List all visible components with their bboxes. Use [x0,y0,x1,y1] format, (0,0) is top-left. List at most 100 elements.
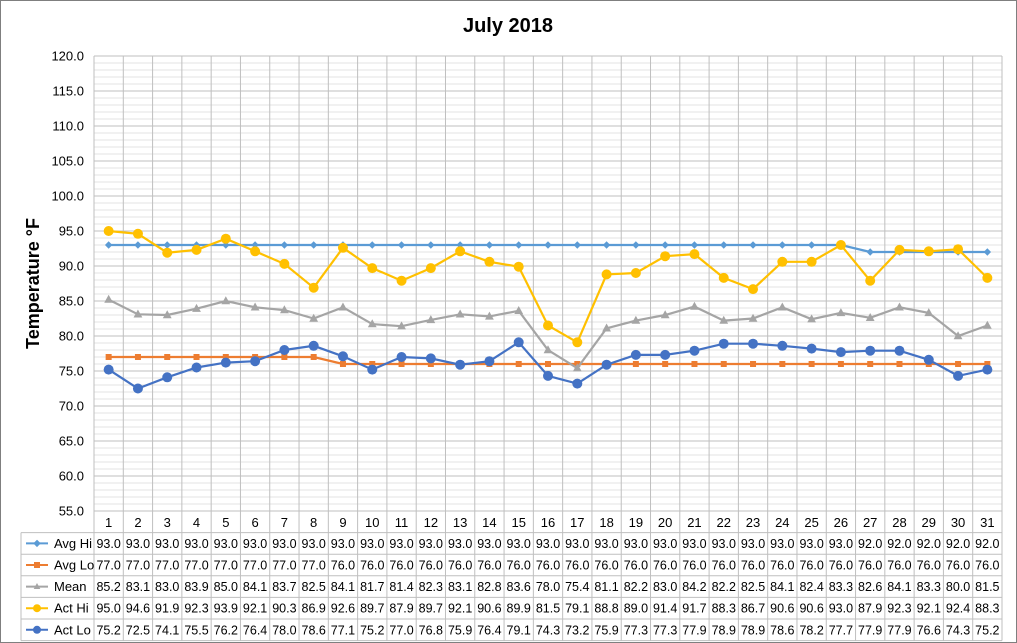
x-tick-label: 11 [395,515,409,530]
data-point [632,361,639,367]
legend-key-marker [33,604,41,613]
data-point [425,353,436,364]
x-tick-label: 24 [775,515,789,530]
data-point [894,345,905,356]
data-point [660,349,671,360]
data-table-cell: 77.0 [96,559,120,573]
data-table-cell: 76.0 [946,559,970,573]
data-table-cell: 82.2 [624,580,648,594]
data-table-cell: 76.0 [536,559,560,573]
x-tick-label: 9 [339,515,346,530]
data-table-cell: 91.7 [682,602,706,616]
data-table-cell: 76.0 [507,559,531,573]
data-table-cell: 93.0 [155,537,179,551]
x-tick-label: 31 [980,515,994,530]
data-point [132,383,143,394]
data-point [515,241,523,249]
data-point [808,361,815,367]
data-table-cell: 76.6 [917,623,941,637]
data-table-cell: 93.0 [565,537,589,551]
data-table-cell: 75.9 [594,623,618,637]
data-point [513,337,524,348]
data-table-cell: 92.0 [946,537,970,551]
y-tick-label: 110.0 [52,119,84,134]
x-tick-label: 12 [424,515,438,530]
data-table-cell: 77.0 [214,559,238,573]
data-table-cell: 74.1 [155,623,179,637]
data-table-cell: 76.0 [741,559,765,573]
data-point [720,361,727,367]
x-tick-label: 18 [599,515,613,530]
data-table-cell: 78.0 [272,623,296,637]
y-tick-label: 120.0 [51,49,84,64]
data-table-cell: 92.0 [975,537,999,551]
data-point [455,246,466,257]
data-point [865,345,876,356]
x-tick-label: 23 [746,515,760,530]
x-tick-label: 19 [629,515,643,530]
data-table-cell: 76.0 [653,559,677,573]
data-point [924,308,934,317]
data-table-cell: 76.0 [448,559,472,573]
data-point [193,354,200,360]
data-table-cell: 89.0 [624,602,648,616]
data-table-cell: 78.6 [770,623,794,637]
data-table-cell: 93.0 [712,537,736,551]
data-point [689,345,700,356]
data-point [309,313,319,322]
data-table-cell: 93.0 [594,537,618,551]
data-point [132,228,143,239]
data-point [279,345,290,355]
data-point [806,343,817,354]
data-table-cell: 83.3 [829,580,853,594]
data-table-cell: 89.7 [419,602,443,616]
data-table-cell: 83.6 [507,580,531,594]
data-point [720,241,728,249]
data-table-cell: 90.6 [799,602,823,616]
data-point [484,256,495,267]
data-table-cell: 77.9 [682,623,706,637]
data-point [279,258,290,269]
data-point [396,275,407,286]
data-table-cell: 92.1 [448,602,472,616]
x-tick-label: 4 [193,515,200,530]
data-point [163,241,171,249]
legend-key-marker [34,562,40,568]
data-table-cell: 93.0 [799,537,823,551]
x-tick-label: 22 [717,515,731,530]
y-tick-label: 60.0 [59,469,84,484]
data-table-cell: 91.4 [653,602,677,616]
data-table-cell: 90.6 [770,602,794,616]
data-table-cell: 81.4 [389,580,413,594]
data-point [748,338,759,349]
data-point [485,311,494,320]
data-table-cell: 81.1 [594,580,618,594]
data-table-cell: 76.0 [594,559,618,573]
data-table-cell: 78.2 [799,623,823,637]
data-point [865,313,875,321]
data-table-cell: 75.2 [96,623,120,637]
data-table-cell: 76.0 [770,559,794,573]
data-point [718,272,729,283]
data-point [895,302,904,311]
y-axis-label: Temperature °F [23,218,43,349]
y-tick-label: 105.0 [51,154,84,169]
data-table-cell: 92.0 [917,537,941,551]
data-table-cell: 93.0 [624,537,648,551]
data-point [807,314,817,323]
data-point [835,240,846,250]
data-table-cell: 77.0 [126,559,150,573]
data-point [719,315,729,324]
data-point [455,309,465,318]
data-point [690,301,699,310]
y-tick-label: 70.0 [59,399,84,414]
data-point [426,315,436,324]
x-tick-label: 8 [310,515,317,530]
data-point [750,361,757,367]
data-table-cell: 77.0 [272,559,296,573]
data-table-cell: 76.0 [799,559,823,573]
data-point [134,354,141,360]
data-point [398,361,405,367]
data-point [630,349,641,360]
